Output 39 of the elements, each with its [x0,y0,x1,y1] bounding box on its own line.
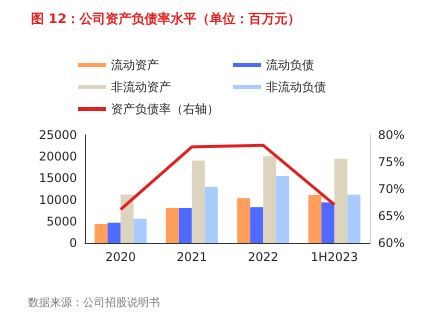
y2-tick-label: 65% [378,209,405,223]
y-tick-label: 10000 [38,192,77,207]
bar [321,202,334,243]
bar [334,158,348,243]
x-tick-label: 2020 [105,250,136,264]
bar [250,207,264,243]
source-note: 数据来源：公司招股说明书 [28,296,160,309]
bar [237,198,250,243]
bar [276,176,290,243]
bar [94,224,108,243]
bar [166,208,179,243]
bar [192,160,205,243]
legend-label: 资产负债率（右轴） [111,102,219,116]
y-tick-label: 0 [69,236,77,250]
y-tick-label: 25000 [38,128,77,142]
x-tick-label: 2022 [248,250,278,264]
bar [204,186,218,243]
x-tick-label: 2021 [176,250,208,264]
y2-tick-label: 70% [378,182,405,196]
y-tick-label: 5000 [46,214,77,228]
line-series [119,144,336,212]
x-tick-label: 1H2023 [310,250,358,264]
bar [120,194,134,243]
bar [308,195,322,243]
y2-tick-label: 75% [378,155,405,169]
bar [134,218,147,243]
bar [108,222,121,243]
legend-label: 流动负债 [266,58,314,72]
bar [263,156,276,243]
y-tick-label: 20000 [38,150,77,164]
y-tick-label: 15000 [38,171,77,186]
y2-tick-label: 80% [378,128,405,142]
bar [178,208,192,243]
legend-label: 非流动资产 [111,80,171,94]
bar [347,194,360,243]
legend-label: 流动资产 [111,58,159,72]
y2-tick-label: 60% [378,236,405,250]
chart-title: 图 12：公司资产负债率水平（单位：百万元） [31,11,301,27]
legend-label: 非流动负债 [266,80,326,94]
